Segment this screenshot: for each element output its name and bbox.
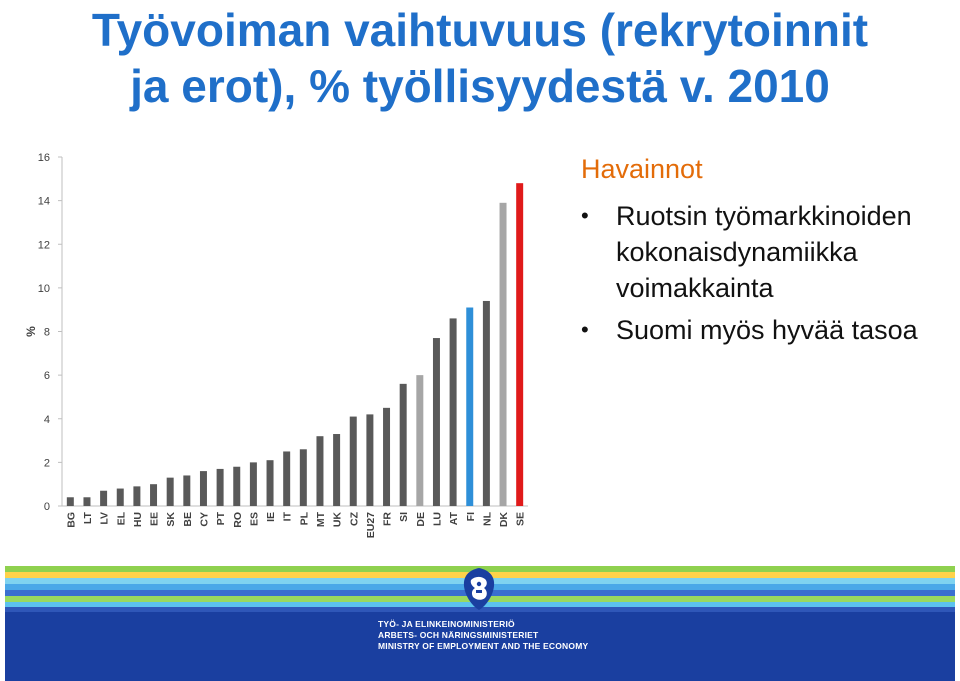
x-tick-label: CY bbox=[198, 512, 210, 527]
bar-bg bbox=[66, 497, 74, 506]
bar-ro bbox=[233, 466, 241, 506]
x-tick-label: AT bbox=[448, 511, 460, 525]
bar-se bbox=[516, 183, 524, 507]
slide-title-line2: ja erot), % työllisyydestä v. 2010 bbox=[130, 60, 830, 112]
x-tick-label: UK bbox=[332, 512, 344, 528]
ministry-footer: TYÖ- JA ELINKEINOMINISTERIÖ ARBETS- OCH … bbox=[0, 566, 960, 681]
slide-title-line1: Työvoiman vaihtuvuus (rekrytoinnit bbox=[91, 4, 869, 56]
ministry-name-fi: TYÖ- JA ELINKEINOMINISTERIÖ bbox=[378, 619, 515, 629]
bar-si bbox=[399, 383, 407, 506]
x-tick-label: PT bbox=[215, 511, 227, 525]
x-tick-label: ES bbox=[248, 512, 260, 526]
bar-pl bbox=[299, 449, 307, 506]
bar-es bbox=[249, 462, 257, 506]
y-axis-label: % bbox=[24, 326, 38, 337]
ministry-lion-crest-icon bbox=[463, 568, 495, 610]
observations-panel: Havainnot • Ruotsin työmarkkinoiden koko… bbox=[581, 152, 956, 354]
bar-cy bbox=[199, 471, 207, 506]
footer-panel bbox=[5, 612, 955, 681]
observation-text: Ruotsin työmarkkinoiden kokonaisdynamiik… bbox=[616, 201, 912, 303]
y-tick-label: 6 bbox=[44, 370, 50, 382]
observations-heading: Havainnot bbox=[581, 154, 703, 184]
bullet-icon: • bbox=[581, 203, 589, 228]
footer-stripe bbox=[5, 607, 955, 612]
bar-pt bbox=[216, 468, 224, 506]
x-tick-label: SI bbox=[398, 512, 410, 522]
x-tick-label: RO bbox=[232, 512, 244, 528]
y-tick-label: 4 bbox=[44, 414, 50, 426]
y-tick-label: 10 bbox=[38, 283, 50, 295]
observation-item: • Ruotsin työmarkkinoiden kokonaisdynami… bbox=[581, 198, 956, 306]
x-tick-label: PL bbox=[298, 511, 310, 525]
ministry-name-sv: ARBETS- OCH NÄRINGSMINISTERIET bbox=[378, 630, 539, 640]
bar-el bbox=[116, 488, 124, 506]
bar-uk bbox=[333, 434, 341, 506]
bar-lv bbox=[100, 490, 108, 506]
observation-item: • Suomi myös hyvää tasoa bbox=[581, 312, 956, 348]
bar-de bbox=[416, 375, 424, 506]
x-tick-label: CZ bbox=[348, 511, 360, 526]
bar-dk bbox=[499, 202, 507, 506]
x-tick-label: EE bbox=[149, 512, 161, 526]
x-tick-label: BG bbox=[65, 512, 77, 528]
x-tick-label: EL bbox=[115, 511, 127, 525]
x-tick-label: IT bbox=[282, 511, 294, 521]
x-tick-label: SK bbox=[165, 512, 177, 527]
x-tick-label: FI bbox=[465, 512, 477, 521]
bar-lt bbox=[83, 497, 91, 506]
bar-at bbox=[449, 318, 457, 506]
bar-fr bbox=[383, 407, 391, 506]
x-tick-label: LV bbox=[99, 512, 111, 525]
bar-it bbox=[283, 451, 291, 506]
bar-cz bbox=[349, 416, 357, 506]
x-tick-label: EU27 bbox=[365, 512, 377, 538]
bar-lu bbox=[432, 338, 440, 506]
x-tick-label: DE bbox=[415, 512, 427, 527]
y-tick-label: 14 bbox=[38, 196, 50, 208]
bar-hu bbox=[133, 486, 141, 506]
bar-fi bbox=[466, 307, 474, 506]
ministry-name-en: MINISTRY OF EMPLOYMENT AND THE ECONOMY bbox=[378, 641, 589, 651]
x-tick-label: LU bbox=[431, 512, 443, 526]
bar-mt bbox=[316, 436, 324, 506]
y-tick-label: 16 bbox=[38, 152, 50, 164]
y-tick-label: 8 bbox=[44, 327, 50, 339]
x-tick-label: SE bbox=[515, 512, 527, 526]
bar-sk bbox=[166, 477, 174, 506]
bar-ie bbox=[266, 460, 274, 506]
bar-ee bbox=[150, 484, 158, 506]
y-tick-label: 0 bbox=[44, 501, 50, 513]
x-tick-label: IE bbox=[265, 512, 277, 522]
x-tick-label: HU bbox=[132, 512, 144, 527]
y-tick-label: 12 bbox=[38, 239, 50, 251]
bar-eu27 bbox=[366, 414, 374, 506]
bar-chart: 0 2 4 6 8 10 12 14 16% BG LT LV EL HU EE SK BE CY PT RO ES IE… bbox=[24, 152, 528, 538]
x-tick-label: NL bbox=[481, 511, 493, 526]
x-tick-label: BE bbox=[182, 512, 194, 527]
y-tick-label: 2 bbox=[44, 457, 50, 469]
bullet-icon: • bbox=[581, 317, 589, 342]
bar-be bbox=[183, 475, 191, 506]
x-tick-label: MT bbox=[315, 511, 327, 527]
slide-title: Työvoiman vaihtuvuus (rekrytoinnit ja er… bbox=[0, 2, 960, 114]
x-tick-label: LT bbox=[82, 511, 94, 524]
x-tick-label: FR bbox=[382, 512, 394, 526]
bar-nl bbox=[482, 300, 490, 506]
x-tick-label: DK bbox=[498, 512, 510, 528]
observation-text: Suomi myös hyvää tasoa bbox=[616, 315, 918, 345]
